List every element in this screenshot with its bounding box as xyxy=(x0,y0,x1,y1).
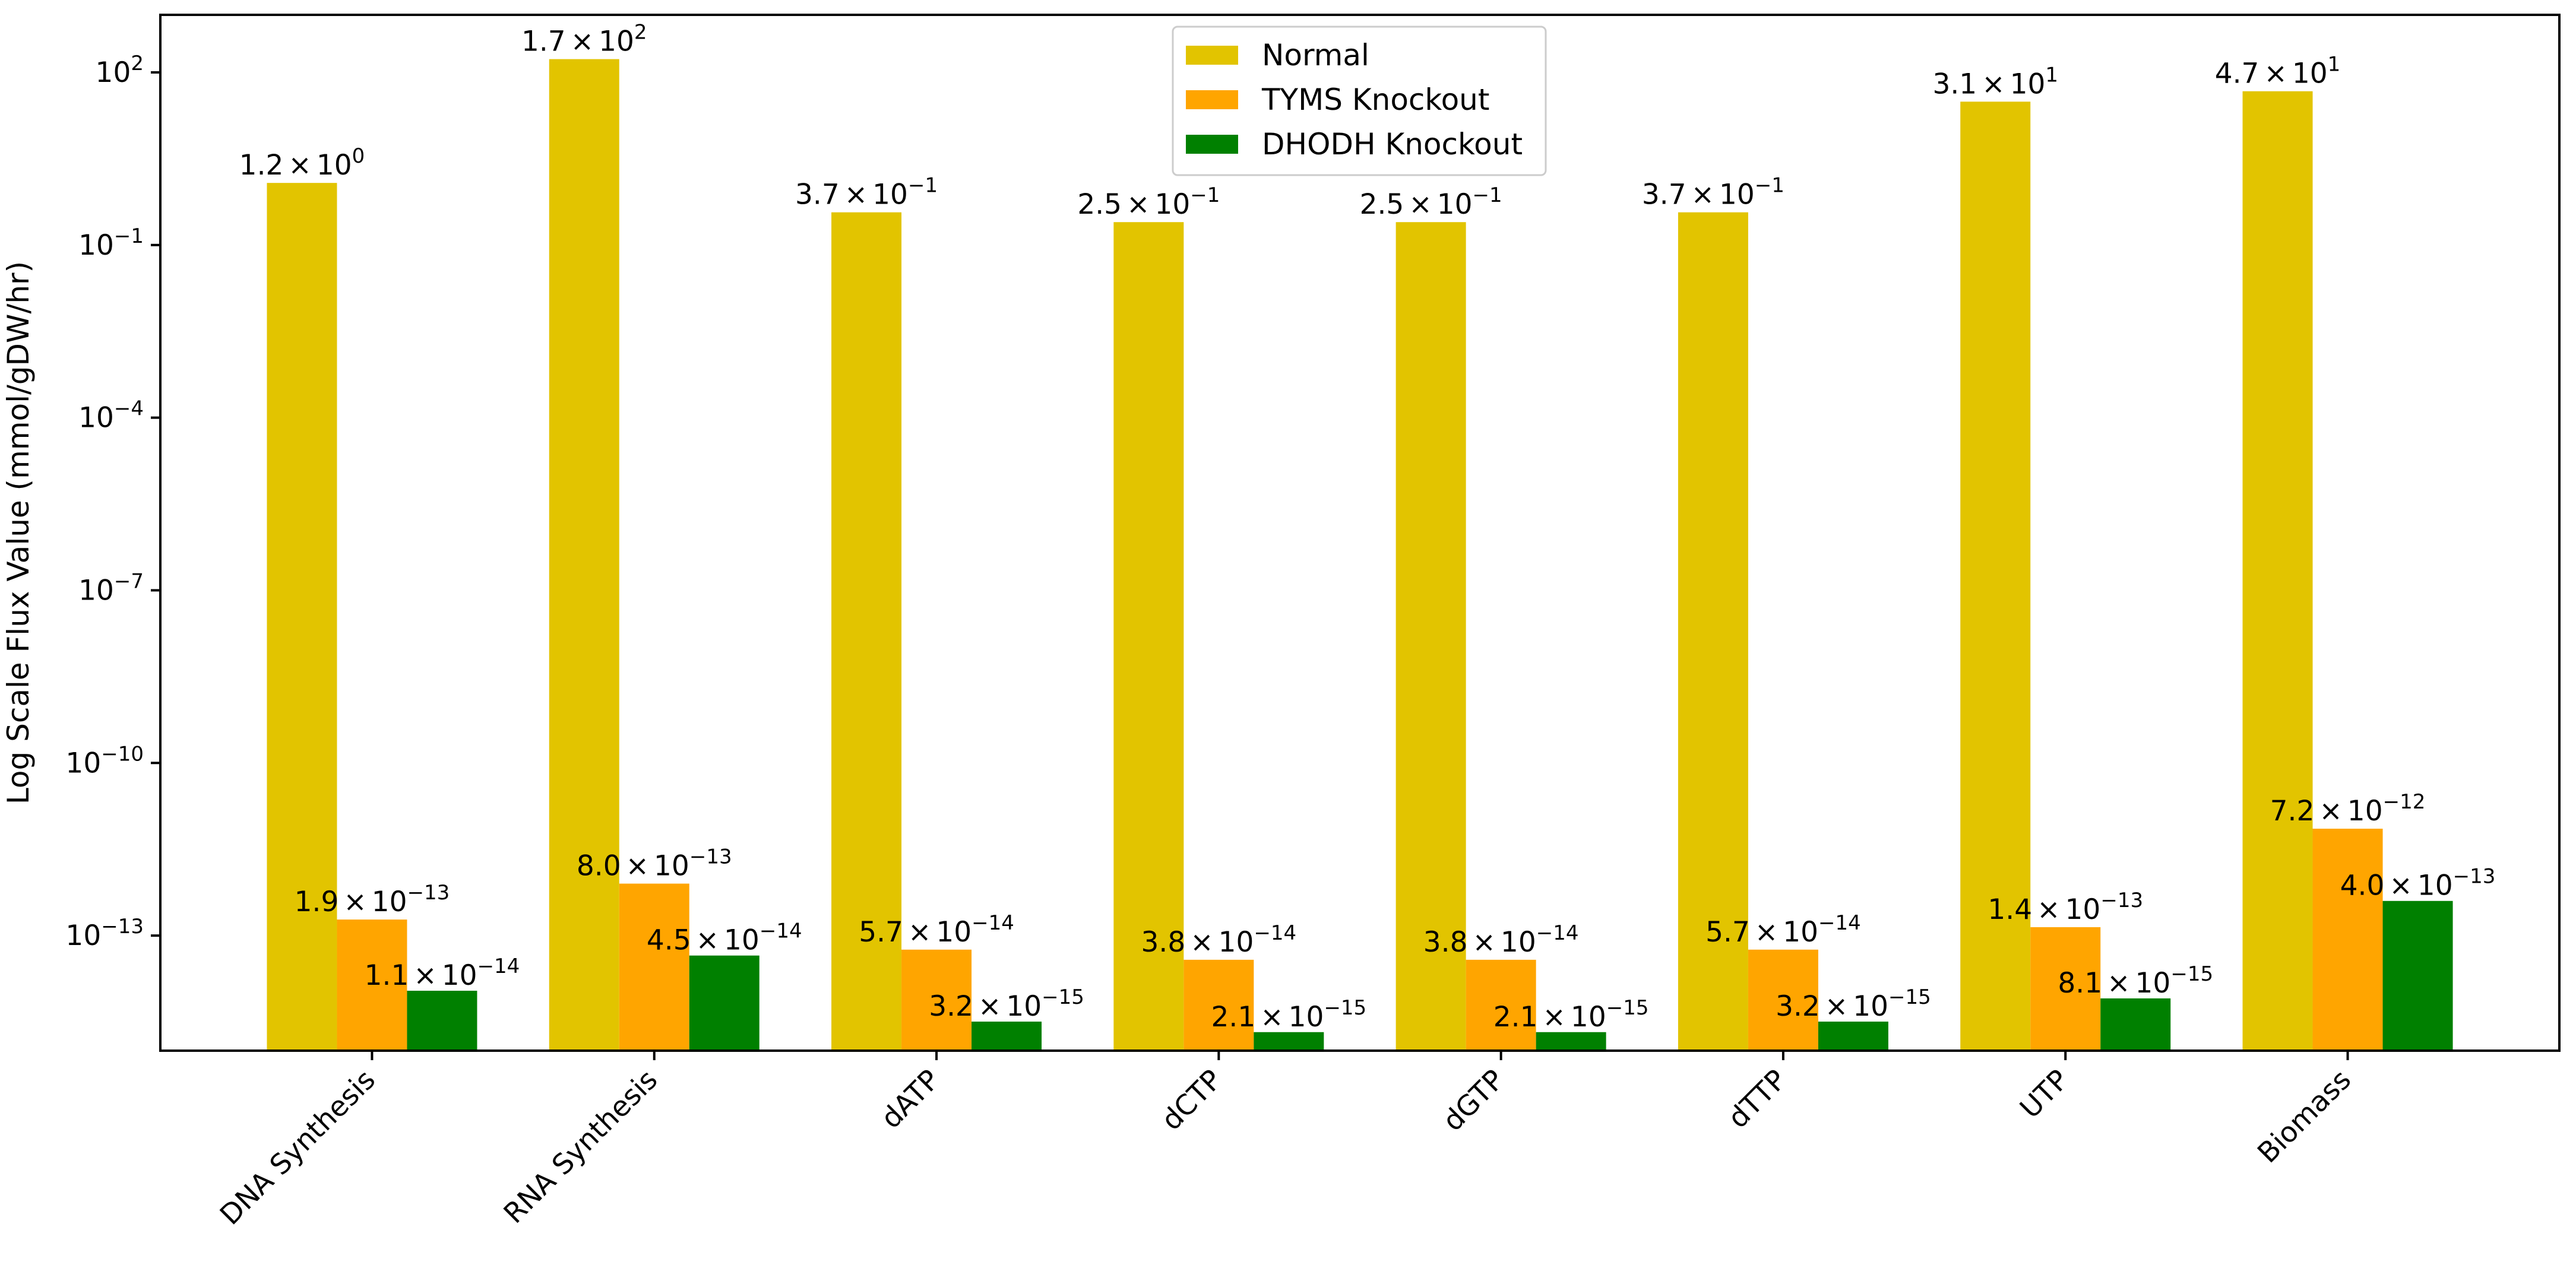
bar-value-label: 3.8 × 10−14 xyxy=(1423,921,1579,959)
bar-value-label: 2.5 × 10−1 xyxy=(1077,183,1220,221)
bar-normal xyxy=(2242,91,2313,1051)
y-axis: 102 10−1 10−4 10−7 10−10 10−13 xyxy=(65,52,160,952)
bar-value-label: 1.4 × 10−13 xyxy=(1988,889,2143,926)
bar-normal xyxy=(1113,222,1184,1051)
bar-value-label: 2.1 × 10−15 xyxy=(1211,996,1366,1033)
bar-tyms-knockout xyxy=(1748,949,1818,1051)
y-tick-label: 10−7 xyxy=(78,569,144,607)
bar-value-label: 1.2 × 100 xyxy=(239,144,365,182)
bar-normal xyxy=(1678,212,1748,1051)
bar-value-label: 1.1 × 10−14 xyxy=(365,955,520,992)
bar-normal xyxy=(1395,222,1466,1051)
y-tick-label: 10−10 xyxy=(65,742,144,779)
legend-label: Normal xyxy=(1262,38,1369,72)
bar-value-label: 3.7 × 10−1 xyxy=(1642,174,1784,211)
bar-value-label: 8.0 × 10−13 xyxy=(577,845,732,883)
bar-normal xyxy=(831,212,902,1051)
bar-value-label: 5.7 × 10−14 xyxy=(1705,911,1861,949)
bar-normal xyxy=(549,59,619,1051)
legend-swatch xyxy=(1186,135,1238,154)
bar-value-label: 2.1 × 10−15 xyxy=(1493,996,1649,1033)
legend-label: DHODH Knockout xyxy=(1262,127,1523,161)
bar-value-label: 4.0 × 10−13 xyxy=(2340,865,2496,902)
y-tick-label: 10−1 xyxy=(78,224,144,262)
legend-swatch xyxy=(1186,46,1238,65)
y-tick-label: 10−4 xyxy=(78,397,144,435)
bar-value-label: 5.7 × 10−14 xyxy=(859,911,1014,949)
bar-tyms-knockout xyxy=(2312,829,2383,1051)
plot-area-frame xyxy=(159,14,2561,1052)
y-tick-label: 102 xyxy=(96,52,144,89)
bar-tyms-knockout xyxy=(619,883,689,1051)
bar-tyms-knockout xyxy=(1466,959,1536,1051)
bar-value-label: 4.7 × 101 xyxy=(2215,53,2341,90)
bar-value-label: 4.5 × 10−14 xyxy=(647,919,802,957)
bar-dhodh-knockout xyxy=(1254,1032,1324,1051)
bar-value-label: 8.1 × 10−15 xyxy=(2058,962,2213,1000)
bar-value-label: 3.8 × 10−14 xyxy=(1141,921,1296,959)
y-tick-label: 10−13 xyxy=(65,915,144,952)
bar-normal xyxy=(1960,102,2031,1051)
bar-value-label: 1.7 × 102 xyxy=(521,21,647,58)
bar-value-label: 1.9 × 10−13 xyxy=(295,881,450,918)
bar-value-label: 3.2 × 10−15 xyxy=(1776,985,1931,1023)
bar-value-label: 3.1 × 101 xyxy=(1932,63,2058,100)
bar-tyms-knockout xyxy=(1183,959,1254,1051)
bar-value-label: 3.7 × 10−1 xyxy=(795,174,938,211)
bar-dhodh-knockout xyxy=(2100,998,2171,1051)
bar-tyms-knockout xyxy=(901,949,972,1051)
bar-dhodh-knockout xyxy=(689,955,759,1051)
bar-value-label: 3.2 × 10−15 xyxy=(929,985,1084,1023)
legend-label: TYMS Knockout xyxy=(1261,83,1489,117)
bar-dhodh-knockout xyxy=(971,1022,1042,1051)
legend: Normal TYMS Knockout DHODH Knockout xyxy=(1172,26,1547,176)
bars-layer xyxy=(267,59,2453,1051)
bar-value-label: 7.2 × 10−12 xyxy=(2270,790,2426,827)
bar-dhodh-knockout xyxy=(1536,1032,1606,1051)
bar-labels-layer: 1.2 × 100 1.9 × 10−13 1.1 × 10−14 1.7 × 102 8.0 × 10−1… xyxy=(239,21,2496,1033)
legend-swatch xyxy=(1186,90,1238,109)
bar-dhodh-knockout xyxy=(1818,1022,1888,1051)
bar-tyms-knockout xyxy=(2030,927,2101,1051)
bar-dhodh-knockout xyxy=(2382,900,2453,1051)
bar-dhodh-knockout xyxy=(407,991,477,1051)
bar-value-label: 2.5 × 10−1 xyxy=(1360,183,1502,221)
y-axis-title: Log Scale Flux Value (mmol/gDW/hr) xyxy=(1,261,36,804)
bar-tyms-knockout xyxy=(337,919,407,1051)
legend-box xyxy=(1172,26,1547,176)
bar-normal xyxy=(267,183,337,1051)
